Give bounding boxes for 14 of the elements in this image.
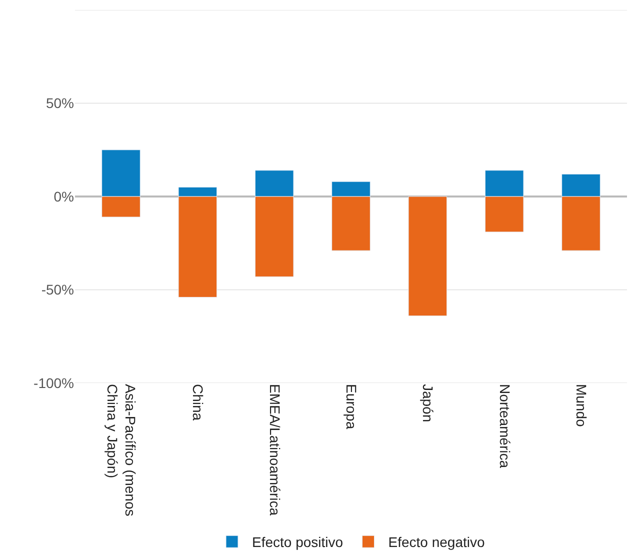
y-tick-label: -100%: [34, 374, 74, 391]
x-tick-label: Europa: [343, 384, 360, 430]
y-tick-label: 0%: [54, 188, 74, 204]
x-tick-label: EMEA/Latinoamérica: [266, 384, 283, 516]
bar: [408, 196, 448, 316]
x-tick-label: Norteamérica: [496, 384, 513, 468]
y-tick-label: 50%: [46, 95, 74, 112]
x-tick-label: Japón: [420, 384, 436, 422]
x-tick-label: China: [190, 384, 206, 421]
y-tick-label: -50%: [41, 282, 74, 298]
legend-label: Efecto positivo: [252, 534, 344, 550]
legend-label: Efecto negativo: [388, 534, 485, 550]
x-tick-label: Asia-Pacífico (menos China y Japón): [104, 384, 139, 516]
x-tick-label: Mundo: [573, 384, 590, 428]
